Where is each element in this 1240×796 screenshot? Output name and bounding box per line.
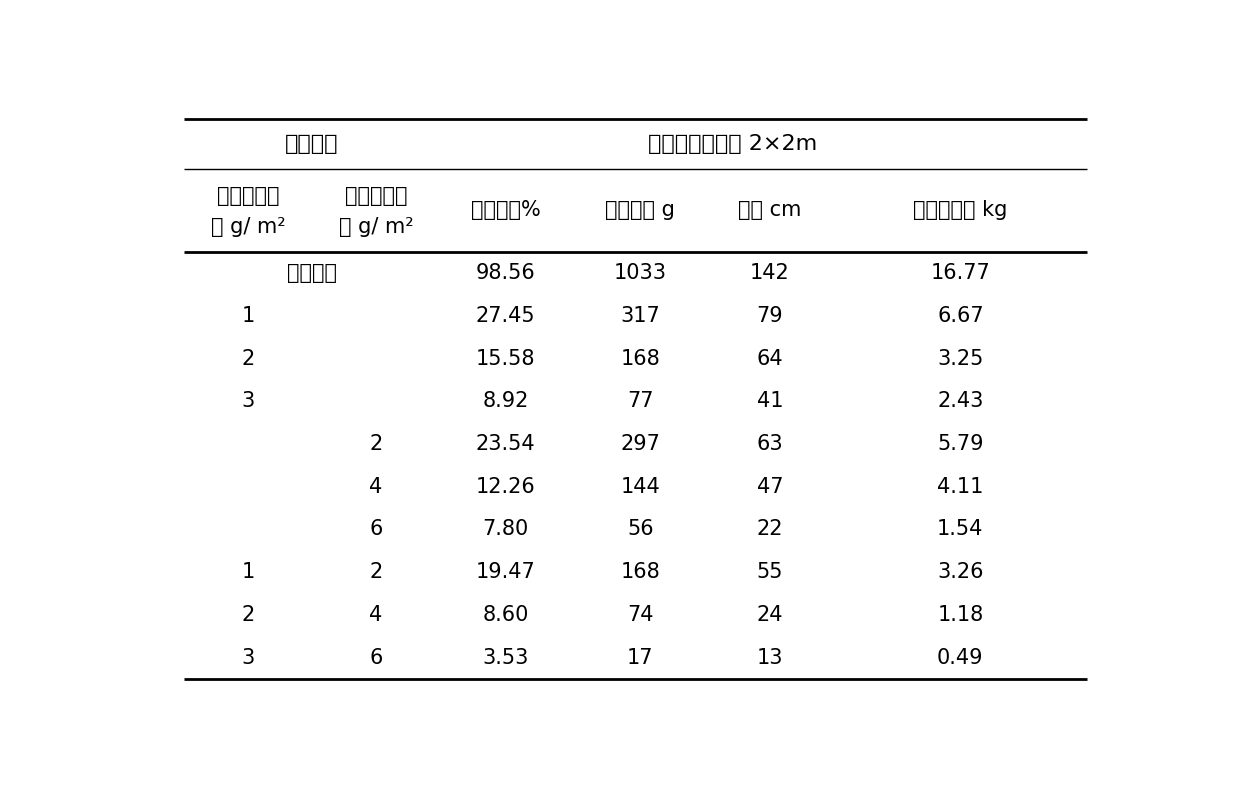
Text: 1: 1 (242, 562, 255, 582)
Text: 19.47: 19.47 (476, 562, 536, 582)
Text: 2: 2 (242, 605, 255, 625)
Text: 168: 168 (620, 562, 660, 582)
Text: 6: 6 (370, 520, 383, 540)
Text: 6.67: 6.67 (937, 306, 983, 326)
Text: 3: 3 (242, 392, 255, 412)
Text: 27.45: 27.45 (476, 306, 536, 326)
Text: 13: 13 (756, 648, 784, 668)
Text: 4: 4 (370, 605, 383, 625)
Text: 8.60: 8.60 (482, 605, 529, 625)
Text: 1.54: 1.54 (937, 520, 983, 540)
Text: 0.49: 0.49 (937, 648, 983, 668)
Text: 高度 cm: 高度 cm (738, 201, 802, 220)
Text: 生物替代: 生物替代 (285, 134, 339, 154)
Text: 1033: 1033 (614, 263, 667, 283)
Text: 142: 142 (750, 263, 790, 283)
Text: 1: 1 (242, 306, 255, 326)
Text: 8.92: 8.92 (482, 392, 529, 412)
Text: 4.11: 4.11 (937, 477, 983, 497)
Text: 15.58: 15.58 (476, 349, 536, 369)
Text: 地上生物量 kg: 地上生物量 kg (913, 201, 1008, 220)
Text: 41: 41 (756, 392, 784, 412)
Text: 77: 77 (627, 392, 653, 412)
Text: 5.79: 5.79 (937, 434, 983, 454)
Text: 79: 79 (756, 306, 784, 326)
Text: 艾草种植密: 艾草种植密 (217, 186, 279, 206)
Text: 6: 6 (370, 648, 383, 668)
Text: 7.80: 7.80 (482, 520, 529, 540)
Text: 56: 56 (627, 520, 653, 540)
Text: 1.18: 1.18 (937, 605, 983, 625)
Text: 4: 4 (370, 477, 383, 497)
Text: 3.53: 3.53 (482, 648, 529, 668)
Text: 64: 64 (756, 349, 784, 369)
Text: 种子产量 g: 种子产量 g (605, 201, 676, 220)
Text: 55: 55 (756, 562, 784, 582)
Text: 芦苇种植密: 芦苇种植密 (345, 186, 407, 206)
Text: 空白对照: 空白对照 (288, 263, 337, 283)
Text: 297: 297 (620, 434, 660, 454)
Text: 度 g/ m²: 度 g/ m² (211, 217, 285, 237)
Text: 3.26: 3.26 (937, 562, 983, 582)
Text: 168: 168 (620, 349, 660, 369)
Text: 16.77: 16.77 (930, 263, 991, 283)
Text: 加拿大一枝黄花 2×2m: 加拿大一枝黄花 2×2m (649, 134, 817, 154)
Text: 17: 17 (627, 648, 653, 668)
Text: 3.25: 3.25 (937, 349, 983, 369)
Text: 2: 2 (370, 562, 383, 582)
Text: 63: 63 (756, 434, 784, 454)
Text: 2: 2 (242, 349, 255, 369)
Text: 74: 74 (627, 605, 653, 625)
Text: 冠层盖度%: 冠层盖度% (471, 201, 541, 220)
Text: 12.26: 12.26 (476, 477, 536, 497)
Text: 度 g/ m²: 度 g/ m² (339, 217, 413, 237)
Text: 24: 24 (756, 605, 784, 625)
Text: 98.56: 98.56 (476, 263, 536, 283)
Text: 317: 317 (620, 306, 660, 326)
Text: 2.43: 2.43 (937, 392, 983, 412)
Text: 22: 22 (756, 520, 784, 540)
Text: 47: 47 (756, 477, 784, 497)
Text: 144: 144 (620, 477, 660, 497)
Text: 23.54: 23.54 (476, 434, 536, 454)
Text: 3: 3 (242, 648, 255, 668)
Text: 2: 2 (370, 434, 383, 454)
